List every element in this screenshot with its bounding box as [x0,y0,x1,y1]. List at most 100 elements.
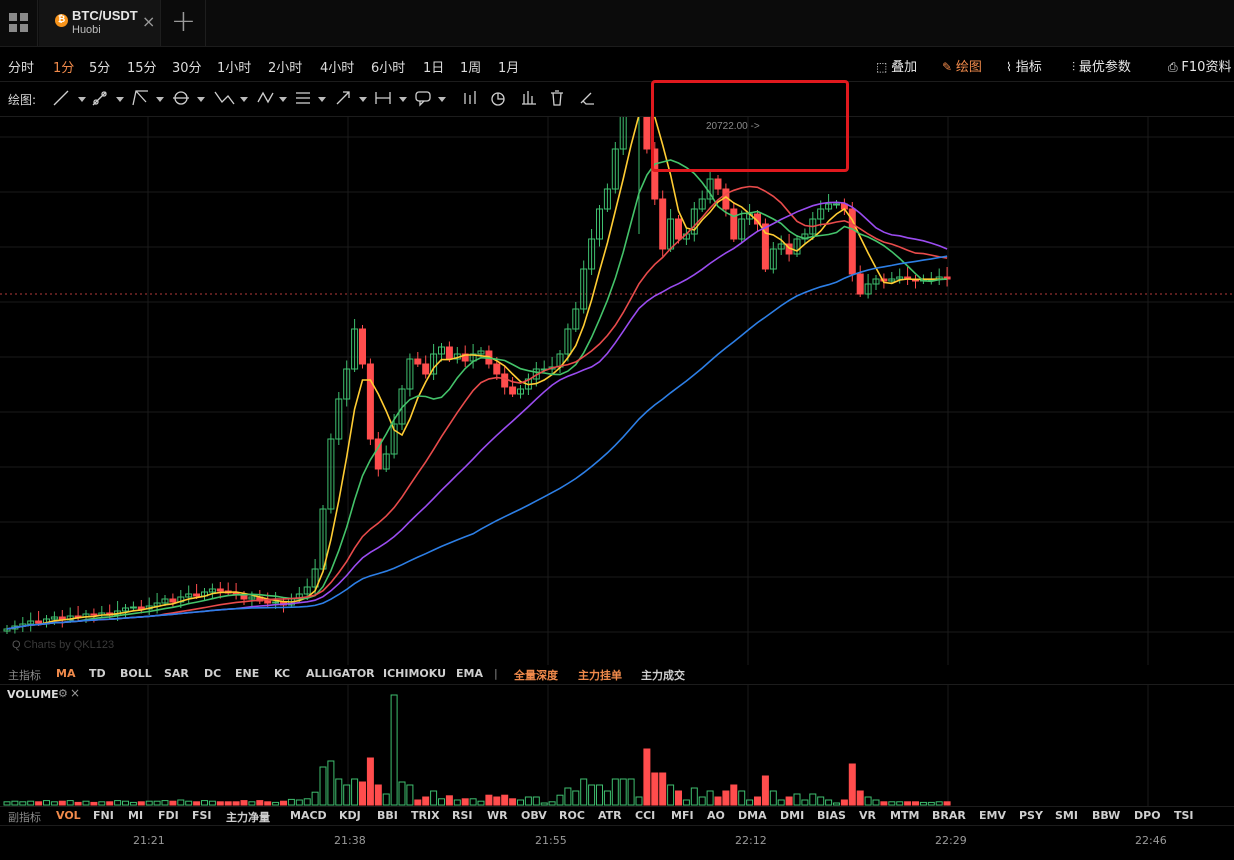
measure-icon[interactable] [375,92,391,104]
sub-indicator-9[interactable]: TRIX [411,809,440,822]
extra-indicator-0[interactable]: 全量深度 [514,669,558,682]
volume-close-icon[interactable]: × [70,686,81,700]
sub-indicator-16[interactable]: MFI [671,809,694,822]
arrow-icon[interactable] [336,91,350,105]
candle-up [588,238,596,270]
bars-icon[interactable] [464,91,476,104]
timeframe-5[interactable]: 1小时 [217,61,252,76]
indicator-3[interactable]: SAR [164,667,189,680]
ray-line-icon[interactable] [92,91,107,106]
dropdown-carets[interactable] [78,97,446,102]
sub-indicator-21[interactable]: VR [859,809,876,822]
volume-pane[interactable]: VOLUME ⚙ × [0,684,1234,807]
pattern-icon[interactable] [257,91,274,104]
add-tab-button[interactable]: + [162,0,206,46]
timeframe-2[interactable]: 5分 [89,61,111,76]
sub-indicator-27[interactable]: BBW [1092,809,1121,822]
volume-bar-up [66,800,74,806]
timeframe-1[interactable]: 1分 [53,61,75,76]
comment-icon[interactable] [415,91,431,107]
indicator-0[interactable]: MA [56,667,76,680]
timeframe-toolbar: 分时 1分 5分 15分 30分 1小时 2小时 4小时 6小时 1日 1周 1月 ⬚ 叠加 ✎ 绘图 ⌇… [0,47,1234,82]
tab-btc-usdt[interactable]: ₿ BTC/USDT Huobi × [39,0,161,46]
timeframe-10[interactable]: 1周 [460,61,482,76]
indicator-2[interactable]: BOLL [120,667,152,680]
sub-indicator-28[interactable]: DPO [1134,809,1161,822]
indicator-7[interactable]: ALLIGATOR [306,667,375,680]
candle-up [572,308,580,330]
sub-indicator-5[interactable]: 主力净量 [226,811,270,824]
sub-indicator-26[interactable]: SMI [1055,809,1078,822]
timeframe-0[interactable]: 分时 [8,61,35,76]
tool-1[interactable]: ✎ 绘图 [942,56,982,75]
sub-indicator-19[interactable]: DMI [780,809,805,822]
sub-indicator-13[interactable]: ROC [559,809,585,822]
volume-bar-down [848,763,856,806]
tool-2[interactable]: ⌇ 指标 [1006,56,1042,75]
sub-indicator-4[interactable]: FSI [192,809,212,822]
channel-icon[interactable] [132,90,148,106]
candle-up [603,188,611,210]
pen-icon: ✎ [942,60,956,74]
ellipse-icon[interactable] [173,91,189,105]
pie-icon[interactable] [491,92,505,106]
sub-indicator-3[interactable]: FDI [158,809,179,822]
fib-icon[interactable] [214,91,235,105]
trend-line-icon[interactable] [53,90,69,106]
sub-indicator-29[interactable]: TSI [1174,809,1194,822]
sub-indicator-14[interactable]: ATR [598,809,622,822]
sub-indicator-8[interactable]: BBI [377,809,398,822]
volume-bar-up [556,794,564,806]
indicator-1[interactable]: TD [89,667,106,680]
tool-3[interactable]: ⫶ 最优参数 [1072,56,1131,75]
tool-4[interactable]: ⎙ F10资料 [1168,56,1231,75]
indicator-8[interactable]: ICHIMOKU [383,667,447,680]
sub-indicator-2[interactable]: MI [128,809,144,822]
text-list-icon[interactable] [296,92,310,104]
sub-indicator-23[interactable]: BRAR [932,809,966,822]
timeframe-8[interactable]: 6小时 [371,61,406,76]
trash-icon[interactable] [551,90,563,106]
sub-indicator-7[interactable]: KDJ [339,809,361,822]
sub-indicator-25[interactable]: PSY [1019,809,1043,822]
sub-indicator-20[interactable]: BIAS [817,809,846,822]
timeframe-11[interactable]: 1月 [498,61,520,76]
eraser-icon[interactable] [580,92,594,105]
candle-down [366,363,374,440]
indicator-9[interactable]: EMA [456,667,483,680]
candle-down [445,346,453,360]
candlestick-chart[interactable] [0,117,1234,665]
sub-indicator-0[interactable]: VOL [56,809,81,822]
sub-indicator-17[interactable]: AO [707,809,725,822]
sub-indicator-6[interactable]: MACD [290,809,327,822]
timeframe-9[interactable]: 1日 [423,61,445,76]
close-icon[interactable]: × [142,12,156,31]
timeframe-7[interactable]: 4小时 [320,61,355,76]
sub-indicator-10[interactable]: RSI [452,809,473,822]
volume-bar-up [627,778,635,806]
price-chart-pane[interactable]: 20722.00 -> Q Charts by QKL123 [0,117,1234,665]
indicator-6[interactable]: KC [274,667,291,680]
indicator-5[interactable]: ENE [235,667,260,680]
indicator-4[interactable]: DC [204,667,222,680]
volume-bar-up [390,694,398,806]
sub-indicator-22[interactable]: MTM [890,809,920,822]
qkl-logo-icon: Q [12,639,21,651]
sub-indicator-11[interactable]: WR [487,809,508,822]
extra-indicator-2[interactable]: 主力成交 [641,669,685,682]
extra-indicator-1[interactable]: 主力挂单 [578,669,622,682]
tool-0[interactable]: ⬚ 叠加 [876,56,917,75]
sub-indicator-18[interactable]: DMA [738,809,767,822]
sub-indicator-12[interactable]: OBV [521,809,547,822]
sub-indicator-24[interactable]: EMV [979,809,1006,822]
timeframe-3[interactable]: 15分 [127,61,157,76]
candle-up [351,328,359,370]
sub-indicator-1[interactable]: FNI [93,809,114,822]
volume-settings-icon[interactable]: ⚙ [58,687,68,700]
timeframe-4[interactable]: 30分 [172,61,202,76]
timeframe-6[interactable]: 2小时 [268,61,303,76]
sub-indicator-15[interactable]: CCI [635,809,656,822]
histogram-icon[interactable] [522,91,536,105]
layout-grid-icon[interactable] [0,0,38,46]
candle-up [161,598,169,604]
